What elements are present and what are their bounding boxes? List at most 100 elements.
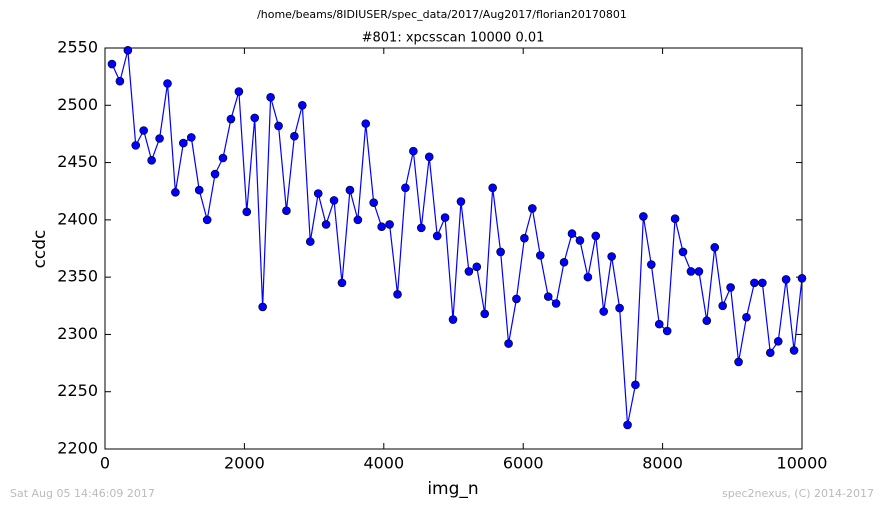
x-tick-label: 6000: [503, 454, 544, 473]
data-point: [488, 183, 497, 193]
data-point: [575, 236, 585, 245]
y-tick-label: 2450: [57, 152, 98, 171]
y-tick-label: 2200: [57, 439, 98, 458]
data-point: [179, 138, 188, 148]
data-point: [797, 273, 807, 283]
x-tick-label: 8000: [642, 454, 683, 473]
data-point: [480, 309, 490, 319]
data-point: [456, 197, 466, 206]
data-point: [607, 252, 616, 261]
data-point: [647, 260, 656, 269]
data-point: [535, 251, 545, 260]
data-point: [258, 302, 267, 312]
data-point: [266, 92, 275, 102]
data-point: [599, 307, 609, 316]
data-point: [115, 76, 125, 86]
data-point: [504, 339, 513, 348]
x-tick-label: 4000: [363, 454, 404, 473]
data-point: [353, 215, 363, 225]
data-point: [528, 204, 537, 213]
data-point: [686, 267, 696, 276]
y-tick-label: 2500: [57, 95, 98, 114]
data-point: [591, 231, 601, 241]
data-point: [234, 87, 244, 96]
data-point: [789, 346, 799, 355]
data-point: [393, 290, 402, 299]
data-point: [726, 283, 735, 292]
data-point: [123, 45, 133, 55]
data-point: [321, 220, 331, 229]
y-tick-label: 2250: [57, 381, 98, 400]
data-point: [337, 278, 347, 288]
data-point: [131, 141, 141, 150]
data-point: [377, 222, 386, 232]
y-tick-label: 2400: [57, 209, 98, 228]
y-tick-label: 2350: [57, 267, 98, 286]
footer-left: Sat Aug 05 14:46:09 2017: [10, 487, 155, 500]
data-point: [758, 278, 767, 288]
data-point: [448, 315, 458, 324]
chart-title: #801: xpcsscan 10000 0.01: [362, 31, 545, 46]
data-point: [242, 207, 252, 217]
data-point: [290, 131, 299, 141]
data-point: [567, 229, 577, 238]
data-point: [773, 337, 783, 346]
y-tick-label: 2300: [57, 324, 98, 343]
data-point: [662, 326, 672, 336]
footer-right: spec2nexus, (C) 2014-2017: [722, 487, 874, 500]
data-point: [670, 214, 680, 224]
data-point: [694, 267, 704, 276]
plot-frame: [104, 47, 803, 450]
data-point: [401, 183, 410, 193]
data-point: [282, 206, 291, 215]
data-point: [163, 79, 172, 88]
data-point: [218, 153, 228, 163]
data-point: [623, 420, 632, 430]
data-point: [147, 155, 156, 165]
data-point: [678, 247, 688, 257]
y-axis-label: ccdc: [30, 230, 50, 269]
data-point: [718, 301, 727, 311]
data-point: [274, 121, 283, 131]
data-point: [329, 196, 339, 205]
data-point: [543, 292, 553, 301]
data-point: [765, 348, 775, 358]
data-point: [313, 189, 323, 198]
data-point: [496, 247, 505, 257]
x-tick-label: 10000: [777, 454, 828, 473]
data-point: [202, 215, 212, 225]
data-point: [432, 231, 442, 241]
data-point: [615, 303, 624, 313]
data-point: [107, 59, 117, 69]
data-point: [345, 185, 355, 195]
data-point: [654, 319, 664, 329]
data-point: [464, 267, 474, 276]
x-axis-label: img_n: [427, 479, 478, 499]
data-point: [559, 257, 569, 267]
data-point: [639, 212, 648, 221]
data-point: [702, 316, 712, 325]
data-point: [710, 243, 720, 252]
data-point: [416, 223, 426, 233]
data-point: [194, 185, 204, 195]
data-point: [210, 169, 220, 179]
data-point: [226, 114, 236, 124]
data-point: [155, 134, 164, 143]
data-point: [512, 294, 521, 304]
data-point: [385, 220, 394, 229]
data-point: [472, 262, 482, 272]
data-point: [551, 299, 561, 308]
data-point: [631, 380, 640, 390]
data-point: [734, 357, 743, 367]
data-point: [424, 152, 434, 162]
data-point: [781, 275, 791, 284]
data-point: [742, 312, 751, 322]
data-point: [369, 198, 378, 207]
data-point: [750, 278, 759, 288]
data-point: [139, 126, 148, 135]
data-point: [171, 188, 180, 197]
data-point: [409, 146, 418, 156]
data-point: [583, 272, 593, 282]
